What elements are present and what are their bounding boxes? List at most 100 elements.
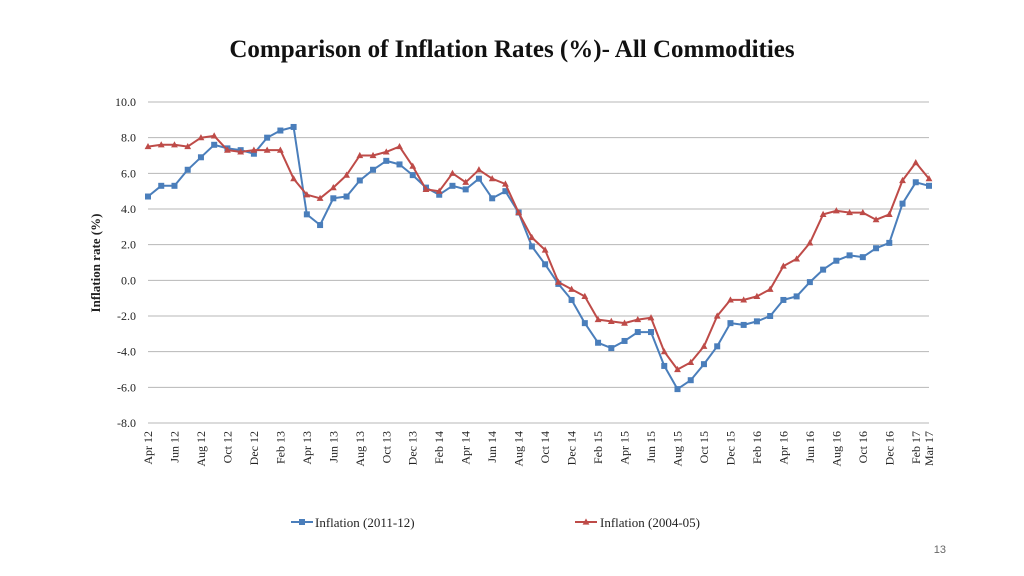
data-point	[899, 176, 906, 184]
x-tick-label: Mar 17	[922, 431, 936, 466]
gridlines	[148, 101, 929, 424]
data-point	[528, 233, 536, 241]
x-tick-label: Apr 13	[300, 431, 314, 465]
y-tick-label: -6.0	[117, 380, 136, 394]
data-point	[316, 194, 324, 201]
series-lines	[144, 123, 933, 393]
y-tick-label: 6.0	[121, 166, 136, 180]
data-point	[184, 142, 192, 150]
data-point	[263, 146, 271, 153]
x-tick-label: Oct 14	[538, 431, 552, 463]
data-point	[422, 185, 430, 192]
data-point	[449, 182, 456, 189]
data-point	[382, 148, 390, 155]
x-tick-label: Aug 16	[829, 431, 843, 467]
data-point	[396, 142, 403, 150]
data-point	[607, 317, 615, 324]
data-point	[595, 339, 602, 346]
x-tick-label: Aug 12	[194, 431, 208, 467]
data-point	[290, 123, 297, 130]
data-point	[369, 151, 377, 159]
data-point	[197, 154, 204, 161]
data-point	[621, 319, 628, 326]
data-point	[568, 296, 575, 303]
data-point	[462, 186, 469, 193]
data-point	[806, 239, 814, 246]
data-point	[674, 386, 681, 393]
data-point	[926, 182, 932, 189]
data-point	[449, 169, 456, 176]
x-tick-label: Aug 14	[512, 431, 526, 467]
data-point	[925, 175, 933, 182]
y-tick-label: 8.0	[121, 131, 136, 145]
x-tick-label: Feb 15	[591, 431, 605, 464]
data-point	[779, 262, 787, 269]
y-tick-label: -8.0	[117, 416, 136, 430]
x-tick-label: Oct 13	[379, 431, 393, 463]
x-tick-label: Dec 16	[882, 431, 896, 465]
x-tick-label: Jun 13	[326, 431, 340, 463]
data-point	[250, 150, 257, 157]
data-point	[462, 178, 470, 185]
data-point	[264, 134, 271, 141]
data-point	[832, 207, 840, 214]
data-point	[700, 361, 707, 368]
x-tick-label: Apr 12	[141, 431, 155, 465]
data-point	[766, 285, 774, 292]
data-point	[753, 292, 761, 299]
data-point	[634, 329, 641, 336]
legend-item-series-1: Inflation (2011-12)	[291, 515, 415, 530]
data-point	[475, 175, 482, 182]
x-tick-label: Jun 14	[485, 431, 499, 463]
data-point	[502, 188, 509, 195]
data-point	[872, 216, 880, 223]
x-tick-label: Apr 15	[618, 431, 632, 465]
data-point	[343, 193, 350, 200]
data-point	[859, 254, 866, 261]
data-point	[329, 184, 337, 191]
data-point	[846, 208, 853, 216]
data-point	[488, 175, 496, 182]
data-point	[303, 211, 310, 218]
x-tick-label: Feb 16	[750, 431, 764, 464]
data-point	[303, 191, 311, 198]
data-point	[542, 261, 549, 268]
data-point	[356, 151, 364, 159]
x-tick-label: Dec 13	[406, 431, 420, 465]
data-point	[661, 362, 668, 369]
x-tick-label: Oct 15	[697, 431, 711, 463]
data-point	[210, 132, 218, 139]
data-point	[409, 162, 417, 169]
y-tick-label: 2.0	[121, 238, 136, 252]
data-point	[713, 312, 721, 319]
data-point	[714, 343, 721, 350]
y-tick-label: -2.0	[117, 309, 136, 323]
data-point	[806, 279, 813, 286]
data-point	[833, 257, 840, 264]
data-point	[581, 292, 589, 299]
data-point	[237, 148, 245, 155]
data-point	[515, 208, 523, 216]
data-point	[211, 141, 218, 148]
x-tick-label: Apr 14	[459, 431, 473, 465]
x-tick-label: Jun 12	[167, 431, 181, 463]
data-point	[873, 245, 880, 252]
data-point	[581, 320, 588, 327]
data-point	[819, 210, 827, 217]
data-point	[594, 315, 602, 323]
data-point	[157, 141, 165, 148]
data-point	[171, 182, 178, 189]
data-point	[700, 342, 708, 349]
x-tick-label: Dec 14	[565, 431, 579, 465]
data-point	[674, 365, 681, 373]
data-point	[740, 296, 748, 303]
y-tick-label: 0.0	[121, 273, 136, 287]
data-point	[820, 266, 827, 273]
y-tick-label: 4.0	[121, 202, 136, 216]
x-tick-label: Oct 16	[856, 431, 870, 463]
data-point	[396, 161, 403, 168]
data-point	[740, 321, 747, 328]
data-point	[317, 222, 324, 229]
x-tick-label: Aug 15	[670, 431, 684, 467]
